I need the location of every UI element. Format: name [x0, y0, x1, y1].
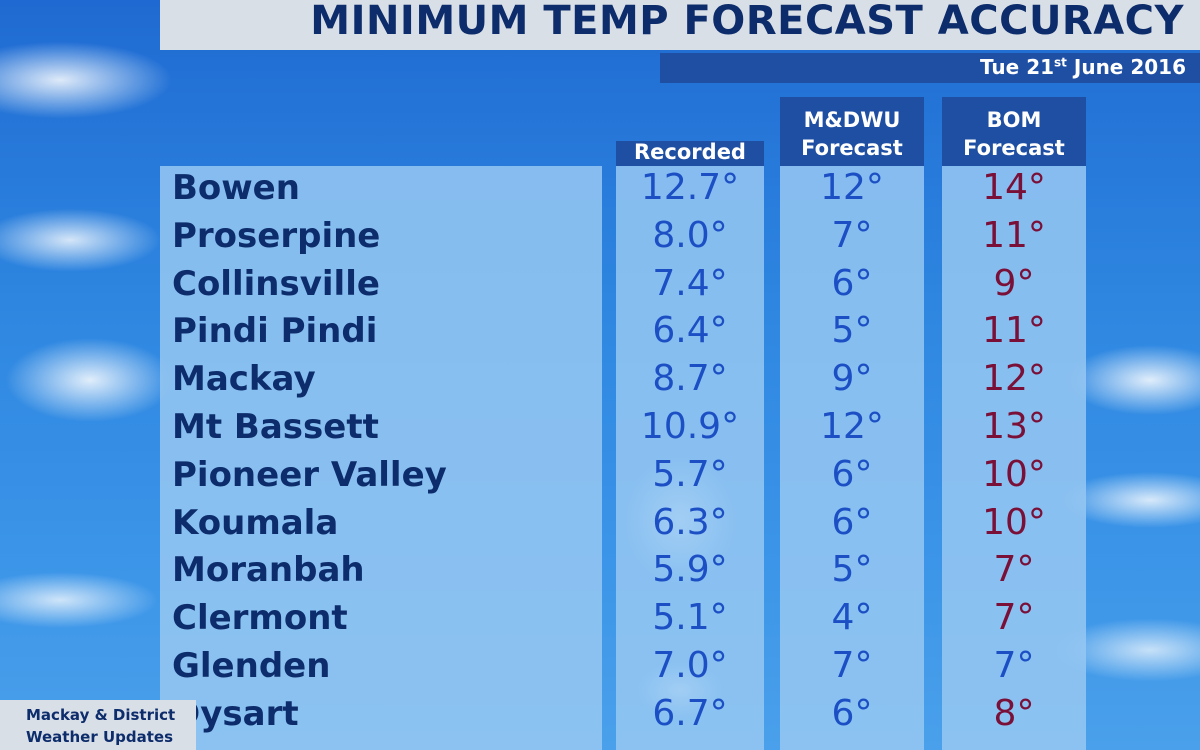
mdwu-forecast-value: 6°	[831, 262, 873, 304]
bom-forecast-value: 14°	[982, 167, 1046, 208]
header-bom-line2: Forecast	[963, 136, 1065, 160]
header-bom-line1: BOM	[986, 108, 1042, 132]
recorded-value: 8.0°	[652, 214, 728, 256]
bom-forecast-value: 10°	[982, 453, 1046, 495]
credit-line2: Weather Updates	[26, 728, 173, 746]
header-mdwu: M&DWU Forecast	[780, 97, 924, 166]
recorded-panel	[616, 166, 764, 750]
mdwu-forecast-value: 12°	[820, 167, 884, 208]
names-panel	[160, 166, 602, 750]
recorded-value: 7.4°	[652, 262, 728, 304]
recorded-value: 5.9°	[652, 549, 728, 591]
date-bar: Tue 21st June 2016	[660, 53, 1200, 83]
location-name: Moranbah	[172, 550, 365, 591]
recorded-value: 7.0°	[652, 645, 728, 686]
date-label: Tue 21st June 2016	[980, 55, 1186, 79]
mdwu-forecast-value: 5°	[831, 310, 873, 352]
recorded-value: 8.7°	[652, 358, 728, 400]
bom-forecast-value: 8°	[993, 692, 1035, 734]
mdwu-panel	[780, 166, 924, 750]
recorded-value: 12.7°	[640, 167, 740, 208]
bom-forecast-value: 7°	[993, 597, 1035, 639]
bom-forecast-value: 7°	[993, 645, 1035, 686]
recorded-value: 10.9°	[640, 406, 740, 447]
mdwu-forecast-value: 6°	[831, 453, 873, 495]
mdwu-forecast-value: 5°	[831, 549, 873, 591]
recorded-value: 5.1°	[652, 597, 728, 639]
header-mdwu-line2: Forecast	[801, 136, 903, 160]
location-name: Collinsville	[172, 263, 380, 304]
bom-forecast-value: 9°	[993, 262, 1035, 304]
header-mdwu-line1: M&DWU	[803, 108, 901, 132]
location-name: Koumala	[172, 502, 339, 543]
mdwu-forecast-value: 12°	[820, 406, 884, 447]
bom-forecast-value: 11°	[982, 214, 1046, 256]
title-bar: MINIMUM TEMP FORECAST ACCURACY	[160, 0, 1200, 50]
date-day: Tue 21	[979, 55, 1055, 79]
mdwu-forecast-value: 6°	[831, 501, 873, 543]
recorded-value: 6.7°	[652, 692, 728, 734]
date-ordinal: st	[1054, 55, 1067, 70]
mdwu-forecast-value: 9°	[831, 358, 873, 400]
credit-line1: Mackay & District	[26, 706, 176, 724]
location-name: Pioneer Valley	[172, 454, 447, 495]
bom-panel	[942, 166, 1086, 750]
location-name: Mackay	[172, 359, 316, 400]
location-name: Proserpine	[172, 215, 381, 256]
mdwu-forecast-value: 7°	[831, 214, 873, 256]
location-name: Glenden	[172, 646, 331, 686]
mdwu-forecast-value: 6°	[831, 692, 873, 734]
header-bom: BOM Forecast	[942, 97, 1086, 166]
credit-box: Mackay & District Weather Updates	[0, 700, 196, 750]
mdwu-forecast-value: 7°	[831, 645, 873, 686]
page-title: MINIMUM TEMP FORECAST ACCURACY	[310, 0, 1184, 44]
bom-forecast-value: 12°	[982, 358, 1046, 400]
bom-forecast-value: 11°	[982, 310, 1046, 352]
recorded-value: 6.4°	[652, 310, 728, 352]
bom-forecast-value: 7°	[993, 549, 1035, 591]
location-name: Clermont	[172, 598, 348, 639]
location-name: Pindi Pindi	[172, 311, 378, 352]
header-recorded: Recorded	[616, 140, 764, 166]
recorded-value: 6.3°	[652, 501, 728, 543]
date-month-year: June 2016	[1066, 55, 1186, 79]
recorded-value: 5.7°	[652, 453, 728, 495]
location-name: Mt Bassett	[172, 407, 379, 447]
mdwu-forecast-value: 4°	[831, 597, 873, 639]
location-name: Bowen	[172, 168, 300, 208]
header-recorded-label: Recorded	[634, 140, 746, 164]
bom-forecast-value: 10°	[982, 501, 1046, 543]
bom-forecast-value: 13°	[982, 406, 1046, 447]
